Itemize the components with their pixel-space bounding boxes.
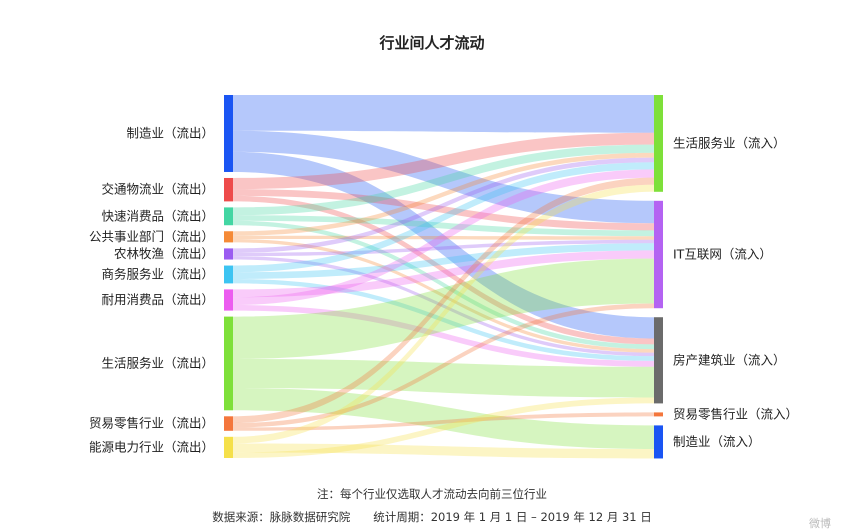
node-label-it_in: IT互联网（流入） [673, 247, 772, 262]
flow-link-life-to-mfg_in [233, 387, 654, 450]
node-bar-fmcg [224, 207, 233, 226]
flow-link-energy-to-mfg_in [233, 443, 654, 459]
flow-link-biz-to-it_in [233, 243, 654, 279]
node-bar-it_in [654, 200, 663, 309]
flow-link-trade-to-it_in [233, 303, 654, 428]
node-label-trade: 贸易零售行业（流出） [89, 416, 214, 431]
flow-link-biz-to-estate_in [233, 278, 654, 361]
flow-link-public-to-estate_in [233, 239, 654, 353]
flow-link-durable-to-life_in [233, 169, 654, 306]
flow-link-energy-to-life_in [233, 184, 654, 444]
flow-link-public-to-it_in [233, 235, 654, 240]
node-bar-life [224, 316, 233, 411]
node-bar-estate_in [654, 317, 663, 404]
flow-link-public-to-life_in [233, 152, 654, 236]
node-label-life: 生活服务业（流出） [101, 355, 214, 370]
flow-link-energy-to-estate_in [233, 397, 654, 458]
node-bar-life_in [654, 95, 663, 192]
node-label-durable: 耐用消费品（流出） [101, 292, 214, 307]
flow-link-trade-to-trade_in [233, 412, 654, 431]
node-bar-public [224, 231, 233, 243]
flow-link-agri-to-life_in [233, 157, 654, 253]
node-bar-mfg_in [654, 425, 663, 459]
flow-link-logi-to-it_in [233, 189, 654, 231]
flow-links [233, 95, 654, 459]
flow-link-agri-to-it_in [233, 239, 654, 257]
node-label-logi: 交通物流业（流出） [101, 182, 214, 197]
flow-link-mfg-to-life_in [233, 95, 654, 133]
flow-link-mfg-to-estate_in [233, 151, 654, 339]
flow-link-biz-to-life_in [233, 162, 654, 273]
node-labels: 制造业（流出） 交通物流业（流出） 快速消费品（流出） 公共事业部门（流出） 农林牧渔（… [89, 125, 798, 454]
node-label-mfg: 制造业（流出） [126, 125, 214, 140]
node-bar-trade [224, 416, 233, 431]
chart-title: 行业间人才流动 [378, 34, 484, 52]
node-label-estate_in: 房产建筑业（流入） [673, 352, 786, 367]
node-bar-agri [224, 248, 233, 260]
node-bar-energy [224, 436, 233, 458]
node-bar-logi [224, 177, 233, 202]
node-bar-durable [224, 289, 233, 311]
flow-link-durable-to-it_in [233, 250, 654, 298]
flow-link-logi-to-estate_in [233, 195, 654, 345]
flow-link-fmcg-to-life_in [233, 144, 654, 216]
node-label-energy: 能源电力行业（流出） [89, 439, 214, 454]
flow-link-trade-to-life_in [233, 177, 654, 423]
node-label-trade_in: 贸易零售行业（流入） [673, 406, 798, 421]
flow-link-agri-to-estate_in [233, 256, 654, 357]
flow-link-life-to-estate_in [233, 358, 654, 398]
flow-link-fmcg-to-it_in [233, 215, 654, 237]
flow-nodes [224, 95, 663, 459]
flow-link-fmcg-to-estate_in [233, 220, 654, 350]
node-label-fmcg: 快速消费品（流出） [101, 208, 214, 223]
data-source: 数据来源：脉脉数据研究院 统计周期：2019 年 1 月 1 日 – 2019 … [212, 510, 652, 524]
node-bar-mfg [224, 95, 233, 172]
node-label-life_in: 生活服务业（流入） [673, 135, 786, 150]
node-label-public: 公共事业部门（流出） [89, 229, 214, 244]
node-bar-trade_in [654, 412, 663, 417]
flow-link-life-to-it_in [233, 258, 654, 359]
flow-link-logi-to-life_in [233, 132, 654, 190]
flow-link-mfg-to-it_in [233, 130, 654, 224]
watermark: 微博 [809, 516, 831, 530]
node-bar-biz [224, 265, 233, 284]
node-label-mfg_in: 制造业（流入） [673, 434, 761, 449]
node-label-biz: 商务服务业（流出） [101, 266, 214, 281]
footnote: 注：每个行业仅选取人才流动去向前三位行业 [317, 487, 547, 501]
flow-link-durable-to-estate_in [233, 305, 654, 367]
node-label-agri: 农林牧渔（流出） [114, 246, 214, 261]
